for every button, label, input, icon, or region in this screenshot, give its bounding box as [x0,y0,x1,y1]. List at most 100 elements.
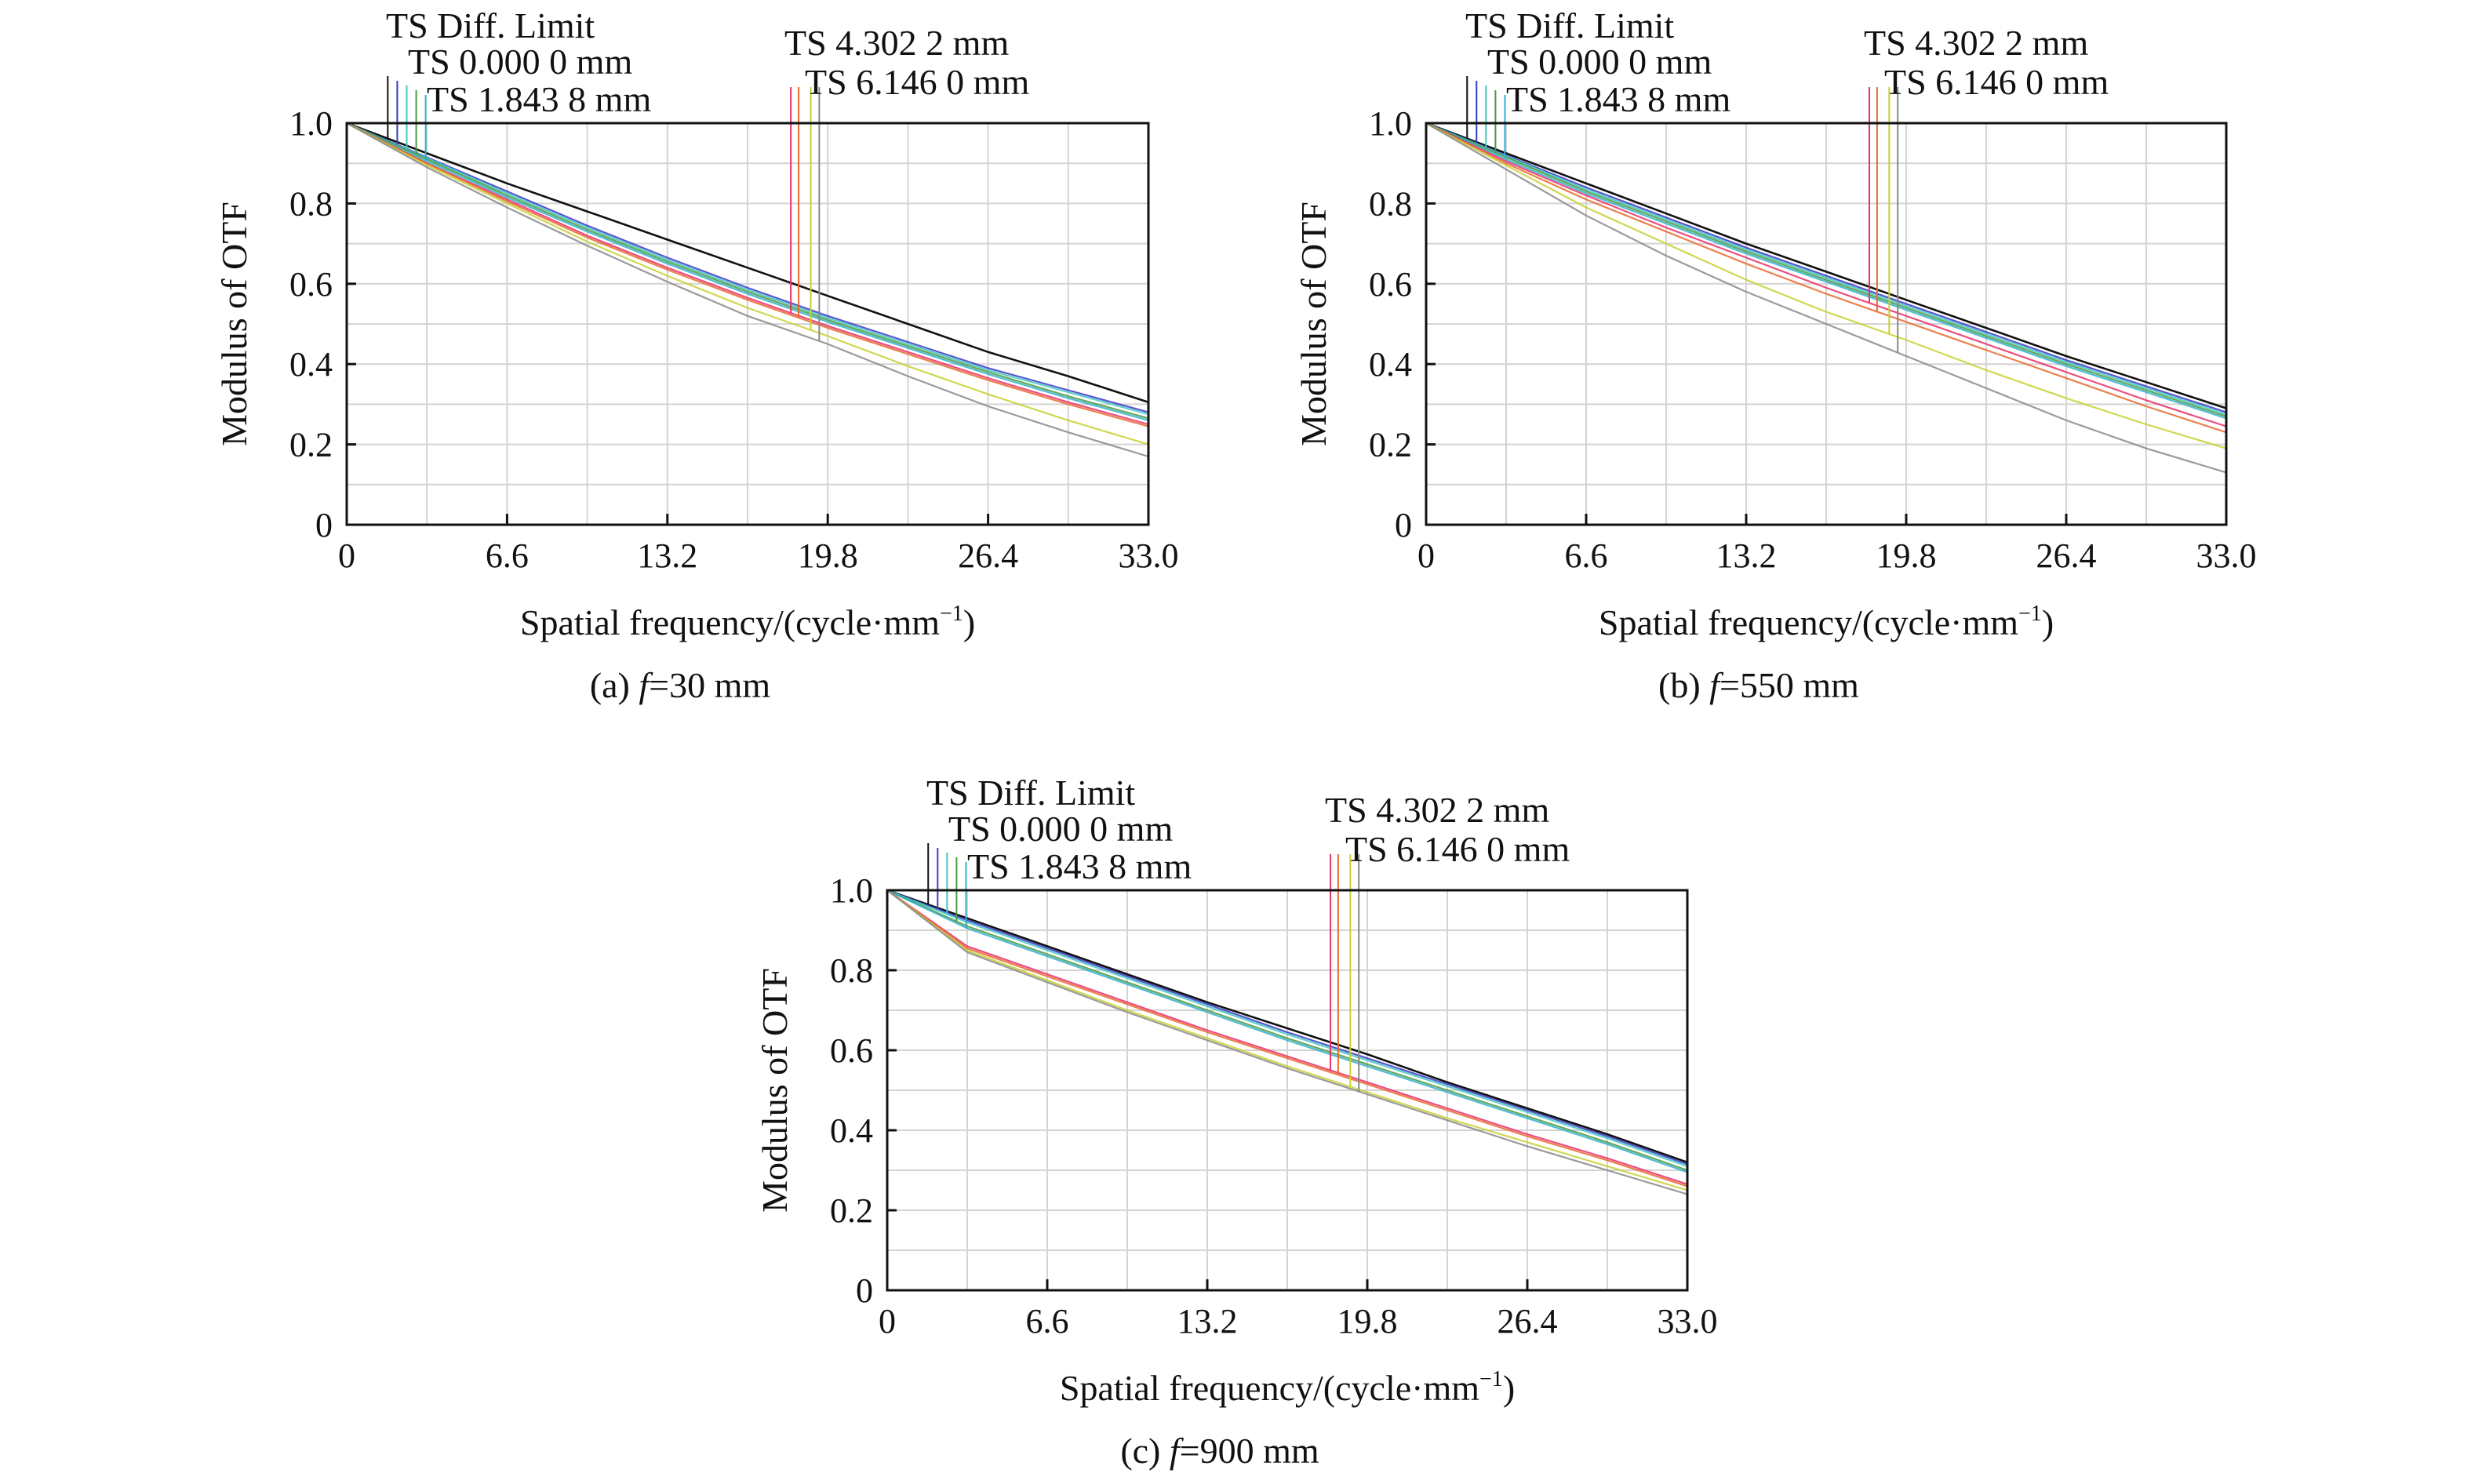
series-line-4-302-2-mm-t [886,889,1688,1185]
series-line-6-146-0-mm-t [886,889,1688,1191]
legend-label: TS 6.146 0 mm [1884,62,2109,102]
legend-label: TS 4.302 2 mm [1325,790,1549,830]
plot-frame [886,889,1689,1292]
y-tick-label: 0.6 [830,1031,873,1070]
legend-label: TS 0.000 0 mm [948,809,1173,849]
x-tick-label: 0 [338,536,355,575]
x-tick-label: 26.4 [1498,1302,1558,1340]
y-tick-label: 0.8 [289,184,333,223]
series-line-0-000-0-mm-s [1425,122,2227,416]
y-tick-label: 0.4 [830,1111,873,1150]
plot-frame [1425,122,2228,526]
y-tick-label: 0.6 [1369,265,1412,304]
x-axis-label-superscript: −1 [1479,1367,1503,1391]
x-axis-label-main: Spatial frequency/(cycle·mm [1060,1368,1479,1408]
series-line-1-843-8-mm-t [886,889,1688,1172]
series-line-1-843-8-mm-s [886,889,1688,1173]
x-tick-label: 6.6 [1026,1302,1069,1340]
legend-label: TS 0.000 0 mm [1487,42,1712,82]
series-line-diff-limit [346,122,1149,404]
y-axis-label: Modulus of OTF [1294,202,1334,446]
legend-label: TS 6.146 0 mm [1345,829,1570,869]
legend-label: TS 4.302 2 mm [1864,23,2088,63]
y-tick-label: 0.2 [830,1191,873,1230]
x-tick-label: 19.8 [798,536,858,575]
y-axis-label: Modulus of OTF [755,968,795,1213]
x-tick-label: 6.6 [486,536,529,575]
legend-label: TS 1.843 8 mm [1506,79,1730,119]
panel-caption: (a) f=30 mm [590,665,771,705]
series-line-4-302-2-mm-s [886,889,1688,1188]
caption-label: (b) [1658,665,1709,705]
series-line-6-146-0-mm-s [346,122,1149,458]
x-tick-label: 33.0 [2196,536,2257,575]
y-axis-label: Modulus of OTF [214,202,254,446]
series-line-0-000-0-mm-s [886,889,1688,1167]
x-tick-label: 0 [1417,536,1435,575]
caption-label: (c) [1120,1431,1170,1471]
series-line-6-146-0-mm-t [1425,122,2227,449]
panel-b: 0 6.6 13.2 19.8 26.4 33.0 0 0.2 0.4 0.6 0.8 1.0 Modu… [1294,5,2257,705]
x-tick-label: 26.4 [958,536,1018,575]
x-tick-label: 26.4 [2036,536,2097,575]
series-line-diff-limit [1425,122,2227,409]
legend-label: TS 0.000 0 mm [408,42,632,82]
x-axis-label-main: Spatial frequency/(cycle·mm [520,602,940,642]
caption-value: =30 mm [649,665,770,705]
x-tick-label: 6.6 [1565,536,1608,575]
series-line-1-843-8-mm-t [346,122,1149,420]
panel-c: 0 6.6 13.2 19.8 26.4 33.0 0 0.2 0.4 0.6 0.8 1.0 Modu… [755,773,1718,1471]
legend-label: TS Diff. Limit [926,773,1135,813]
y-tick-label: 0.8 [1369,184,1412,223]
x-axis-label-superscript: −1 [2018,602,2042,626]
x-tick-label: 33.0 [1658,1302,1718,1340]
y-tick-label: 0.4 [289,345,333,384]
series-line-1-843-8-mm-t [1425,122,2227,417]
y-tick-label: 0.6 [289,265,333,304]
legend-label: TS Diff. Limit [1465,5,1674,45]
x-tick-label: 33.0 [1119,536,1179,575]
caption-label: (a) [590,665,639,705]
legend-label: TS 4.302 2 mm [784,23,1009,63]
y-tick-label: 1.0 [289,104,333,143]
series-line-6-146-0-mm-s [1425,122,2227,474]
x-tick-label: 19.8 [1876,536,1937,575]
x-tick-label: 13.2 [1177,1302,1238,1340]
y-tick-label: 1.0 [830,871,873,910]
series-line-6-146-0-mm-s [886,889,1688,1195]
series-line-1-843-8-mm-s [1425,122,2227,420]
y-tick-label: 0.4 [1369,345,1412,384]
legend-label: TS 1.843 8 mm [967,846,1192,886]
x-axis-label: Spatial frequency/(cycle·mm−1) [1599,602,2054,642]
y-tick-label: 0 [1395,506,1412,544]
caption-value: =550 mm [1720,665,1859,705]
series-line-0-000-0-mm-t [346,122,1149,413]
x-axis-label: Spatial frequency/(cycle·mm−1) [1060,1367,1515,1408]
x-tick-label: 0 [879,1302,896,1340]
x-axis-label-superscript: −1 [940,602,963,626]
legend-label: TS Diff. Limit [386,5,595,45]
series-line-4-302-2-mm-t [1425,122,2227,427]
series-line-0-000-0-mm-s [346,122,1149,416]
x-tick-label: 13.2 [1716,536,1777,575]
panel-caption: (b) f=550 mm [1658,665,1859,705]
series-line-6-146-0-mm-t [346,122,1149,446]
series-line-1-843-8-mm-s [346,122,1149,421]
y-tick-label: 0.8 [830,951,873,990]
series-line-4-302-2-mm-s [1425,122,2227,434]
plot-frame [345,122,1150,526]
series-line-4-302-2-mm-t [346,122,1149,426]
x-axis-label-main: Spatial frequency/(cycle·mm [1599,602,2018,642]
panel-caption: (c) f=900 mm [1120,1431,1319,1471]
x-axis-label-end: ) [2042,602,2054,642]
y-tick-label: 0.2 [289,426,333,464]
legend-label: TS 1.843 8 mm [427,79,651,119]
series-line-0-000-0-mm-t [886,889,1688,1166]
x-axis-label-end: ) [963,602,975,642]
x-axis-label-end: ) [1503,1368,1515,1408]
x-axis-label: Spatial frequency/(cycle·mm−1) [520,602,975,642]
y-tick-label: 0 [856,1271,873,1310]
panel-a: 0 6.6 13.2 19.8 26.4 33.0 0 0.2 0.4 0.6 0.8 1.0 Modu… [214,5,1179,705]
x-tick-label: 19.8 [1337,1302,1398,1340]
